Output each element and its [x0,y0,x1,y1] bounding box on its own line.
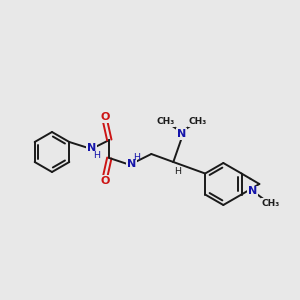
Text: H: H [174,167,181,176]
Text: N: N [177,129,186,139]
Text: N: N [87,143,96,153]
Text: O: O [100,112,110,122]
Text: CH₃: CH₃ [261,199,280,208]
Text: CH₃: CH₃ [188,118,206,127]
Text: CH₃: CH₃ [156,118,174,127]
Text: N: N [127,159,136,169]
Text: H: H [93,151,100,160]
Text: N: N [248,186,257,196]
Text: O: O [100,176,110,186]
Text: H: H [133,152,140,161]
